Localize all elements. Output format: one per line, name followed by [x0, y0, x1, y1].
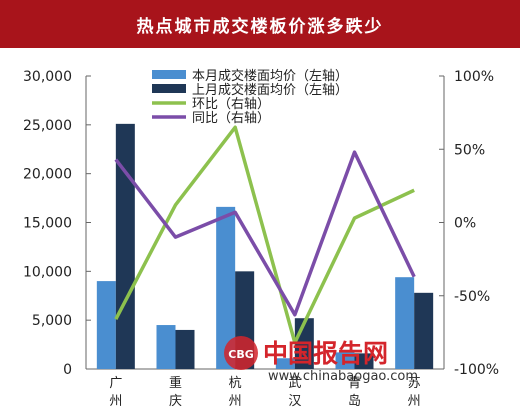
left-tick-label: 20,000 — [23, 167, 72, 183]
legend-swatch-bar — [152, 84, 186, 93]
x-category-label: 苏州 — [408, 375, 421, 409]
bars-group — [96, 123, 434, 370]
x-category-label: 杭州 — [229, 376, 242, 409]
left-tick-label: 25,000 — [23, 118, 72, 134]
chart-title: 热点城市成交楼板价涨多跌少 — [0, 0, 520, 48]
left-tick-label: 15,000 — [23, 216, 72, 232]
bar-current — [335, 352, 355, 369]
bar-current — [395, 277, 415, 369]
bar-current — [216, 206, 236, 369]
watermark: CBG 中国报告网 www.chinabaogao.com — [224, 336, 418, 384]
lines-group — [114, 125, 416, 345]
right-tick-label: -100% — [454, 362, 499, 378]
bar-current — [275, 358, 295, 369]
legend-label: 本月成交楼面均价（左轴） — [192, 68, 348, 84]
watermark-url: www.chinabaogao.com — [268, 369, 418, 384]
legend-label: 上月成交楼面均价（左轴） — [192, 82, 348, 98]
legend-label: 环比（右轴） — [192, 97, 270, 112]
legend: 本月成交楼面均价（左轴）上月成交楼面均价（左轴）环比（右轴）同比（右轴） — [152, 68, 348, 126]
watermark-logo-text: CBG — [228, 348, 254, 361]
left-tick-label: 10,000 — [23, 264, 72, 280]
x-category-label: 青岛 — [348, 376, 361, 409]
right-tick-label: -50% — [454, 289, 490, 305]
watermark-logo-icon — [224, 336, 258, 370]
axes-group: 0 5,000 10,000 15,000 20,000 25,000 30,000 -100… — [23, 69, 499, 409]
x-category-label: 重庆 — [169, 375, 182, 409]
right-tick-label: 0% — [454, 216, 476, 232]
bar-previous — [354, 353, 374, 369]
bar-previous — [175, 329, 195, 369]
x-category-label: 武汉 — [288, 376, 301, 409]
bar-current — [96, 281, 116, 369]
left-tick-label: 30,000 — [23, 69, 72, 85]
line-mom — [114, 125, 415, 345]
bar-previous — [414, 292, 434, 369]
watermark-cn: 中国报告网 — [263, 339, 388, 368]
legend-label: 同比（右轴） — [192, 111, 270, 126]
bar-current — [156, 325, 176, 369]
right-tick-label: 100% — [454, 69, 494, 85]
left-tick-label: 0 — [63, 362, 72, 378]
x-category-label: 广州 — [109, 376, 122, 409]
right-tick-label: 50% — [454, 142, 485, 158]
legend-swatch-bar — [152, 70, 186, 79]
left-tick-label: 5,000 — [32, 313, 72, 329]
line-yoy — [114, 150, 416, 317]
